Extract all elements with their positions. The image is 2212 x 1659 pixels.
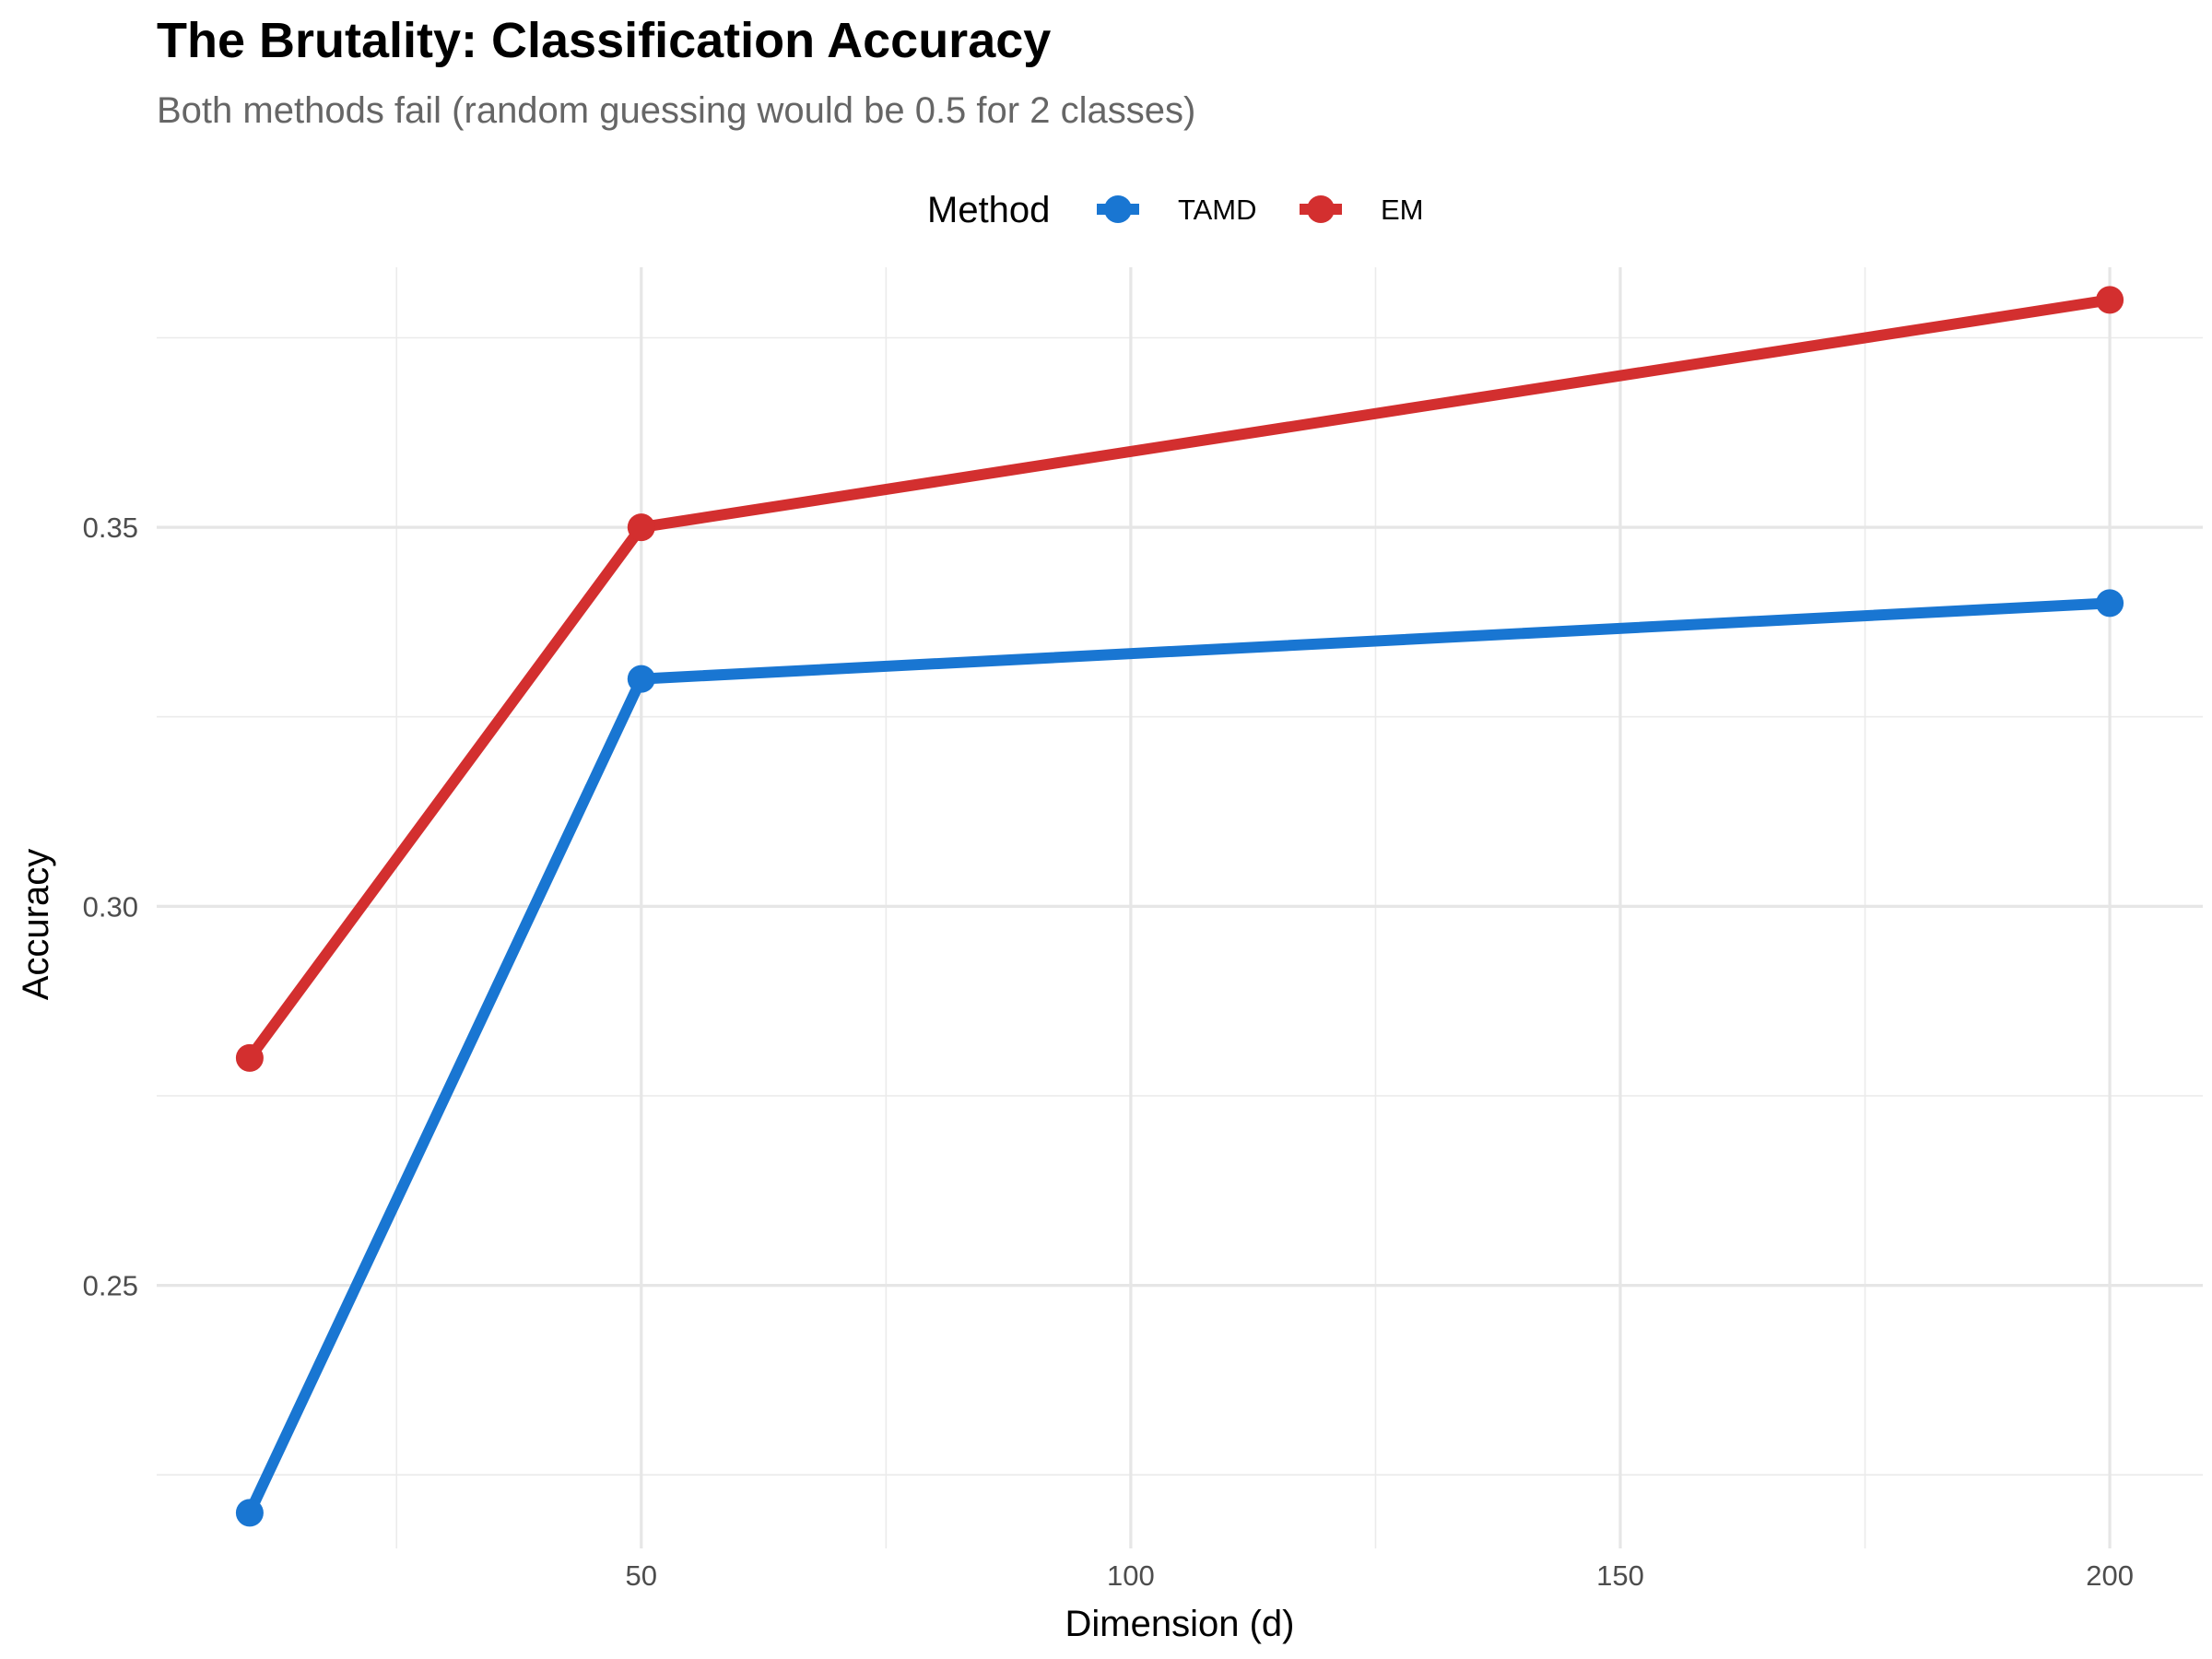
series-line-tamd <box>244 597 2111 1515</box>
data-point-em <box>627 513 655 542</box>
data-point-em <box>2096 286 2124 314</box>
series-layer <box>235 286 2124 1527</box>
legend-key-point <box>1307 195 1335 223</box>
x-tick-label: 150 <box>1596 1559 1644 1592</box>
data-point-tamd <box>235 1499 264 1527</box>
y-axis-title: Accuracy <box>16 849 56 1001</box>
legend-key-point <box>1104 195 1132 223</box>
y-tick-label: 0.25 <box>83 1270 138 1302</box>
legend-label-em: EM <box>1381 194 1424 226</box>
x-tick-label: 200 <box>2086 1559 2134 1592</box>
legend-title: Method <box>927 190 1050 230</box>
y-tick-label: 0.35 <box>83 512 138 544</box>
x-tick-label: 50 <box>626 1559 657 1592</box>
data-point-em <box>235 1043 264 1072</box>
chart-title: The Brutality: Classification Accuracy <box>157 13 1051 68</box>
series-line-em <box>245 294 2112 1062</box>
legend: Method TAMD EM <box>927 190 1424 230</box>
chart-subtitle: Both methods fail (random guessing would… <box>157 90 1195 131</box>
data-point-tamd <box>627 665 655 693</box>
axes: 50 100 150 200 0.25 0.30 0.35 <box>83 512 2134 1592</box>
legend-key-em <box>1300 195 1342 223</box>
x-axis-title: Dimension (d) <box>1065 1604 1295 1644</box>
y-tick-label: 0.30 <box>83 890 138 923</box>
plot-grid <box>157 267 2203 1548</box>
data-point-tamd <box>2096 589 2124 618</box>
x-tick-label: 100 <box>1107 1559 1155 1592</box>
series-em <box>235 286 2124 1072</box>
legend-key-tamd <box>1097 195 1139 223</box>
legend-label-tamd: TAMD <box>1178 194 1257 226</box>
series-tamd <box>235 589 2124 1527</box>
